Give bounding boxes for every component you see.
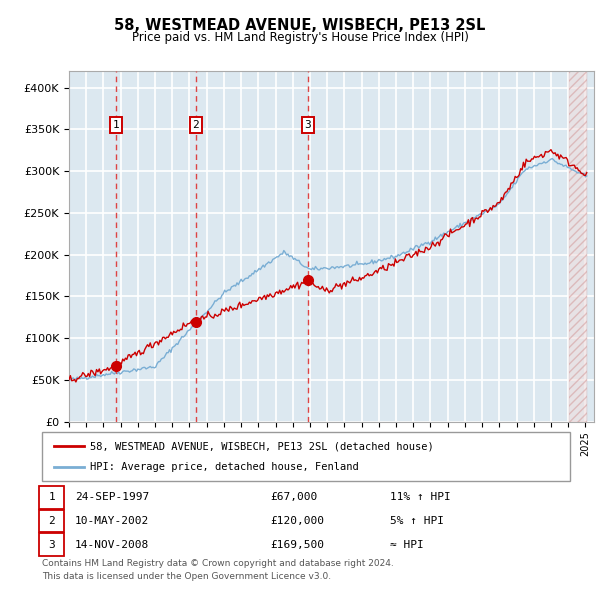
Text: 2: 2 [193, 120, 199, 130]
Text: 11% ↑ HPI: 11% ↑ HPI [390, 493, 451, 502]
Text: 5% ↑ HPI: 5% ↑ HPI [390, 516, 444, 526]
Text: 3: 3 [48, 540, 55, 549]
Text: £67,000: £67,000 [270, 493, 317, 502]
Text: 58, WESTMEAD AVENUE, WISBECH, PE13 2SL: 58, WESTMEAD AVENUE, WISBECH, PE13 2SL [115, 18, 485, 32]
Text: £120,000: £120,000 [270, 516, 324, 526]
Text: 58, WESTMEAD AVENUE, WISBECH, PE13 2SL (detached house): 58, WESTMEAD AVENUE, WISBECH, PE13 2SL (… [90, 441, 434, 451]
Text: HPI: Average price, detached house, Fenland: HPI: Average price, detached house, Fenl… [90, 463, 359, 473]
Text: Price paid vs. HM Land Registry's House Price Index (HPI): Price paid vs. HM Land Registry's House … [131, 31, 469, 44]
Text: 2: 2 [48, 516, 55, 526]
Text: 3: 3 [304, 120, 311, 130]
Text: 10-MAY-2002: 10-MAY-2002 [75, 516, 149, 526]
Text: 1: 1 [48, 493, 55, 502]
Text: 24-SEP-1997: 24-SEP-1997 [75, 493, 149, 502]
Text: £169,500: £169,500 [270, 540, 324, 549]
Text: ≈ HPI: ≈ HPI [390, 540, 424, 549]
Text: This data is licensed under the Open Government Licence v3.0.: This data is licensed under the Open Gov… [42, 572, 331, 581]
Text: 14-NOV-2008: 14-NOV-2008 [75, 540, 149, 549]
Text: Contains HM Land Registry data © Crown copyright and database right 2024.: Contains HM Land Registry data © Crown c… [42, 559, 394, 568]
Text: 1: 1 [113, 120, 119, 130]
